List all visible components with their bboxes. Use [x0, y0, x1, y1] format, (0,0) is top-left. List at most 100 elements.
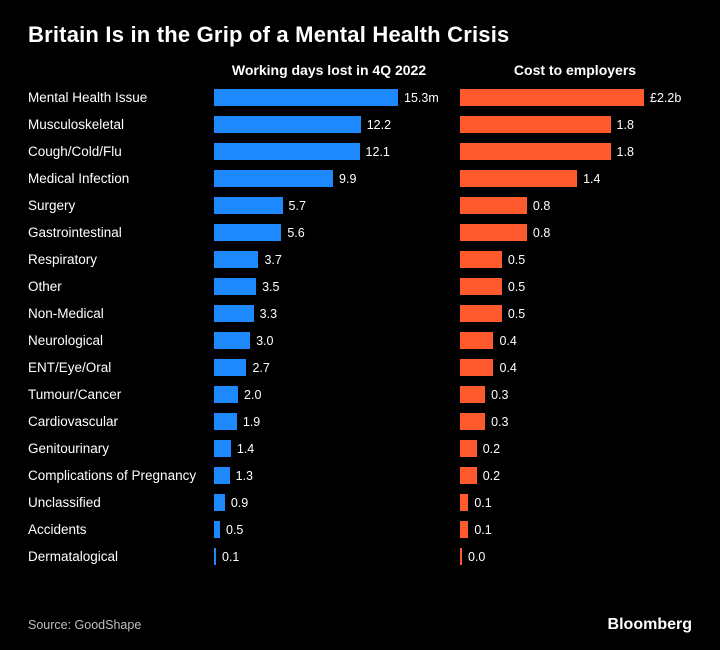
right-bar-cell: 0.8: [460, 219, 690, 246]
left-series-header: Working days lost in 4Q 2022: [214, 62, 444, 84]
left-bar-cell: 5.7: [214, 192, 444, 219]
right-bar: [460, 359, 493, 376]
right-series-header: Cost to employers: [460, 62, 690, 84]
category-label: Neurological: [28, 327, 198, 354]
right-bar: [460, 251, 502, 268]
left-bar-cell: 3.5: [214, 273, 444, 300]
right-bar: [460, 521, 468, 538]
left-bar-cell: 1.4: [214, 435, 444, 462]
category-label: Cough/Cold/Flu: [28, 138, 198, 165]
right-bar-value: 0.5: [508, 280, 525, 294]
right-bar-value: 1.8: [617, 145, 634, 159]
right-bar-cell: 0.5: [460, 246, 690, 273]
left-bar-cell: 12.2: [214, 111, 444, 138]
right-bar-cell: 0.1: [460, 489, 690, 516]
right-bar-cell: 0.1: [460, 516, 690, 543]
category-label: Surgery: [28, 192, 198, 219]
brand-label: Bloomberg: [608, 616, 692, 634]
right-bar-cell: 0.4: [460, 354, 690, 381]
category-header: [28, 62, 198, 84]
left-bar: [214, 548, 216, 565]
left-bar: [214, 170, 333, 187]
right-bar-cell: 1.4: [460, 165, 690, 192]
left-bar-value: 3.0: [256, 334, 273, 348]
right-bar-value: £2.2b: [650, 91, 681, 105]
category-label: Cardiovascular: [28, 408, 198, 435]
left-bar-cell: 15.3m: [214, 84, 444, 111]
left-bar-cell: 5.6: [214, 219, 444, 246]
right-bar-value: 0.5: [508, 253, 525, 267]
right-bar-value: 0.3: [491, 388, 508, 402]
left-bar-value: 5.7: [289, 199, 306, 213]
left-bar-cell: 12.1: [214, 138, 444, 165]
left-bar-cell: 0.5: [214, 516, 444, 543]
chart-grid: Working days lost in 4Q 2022 Cost to emp…: [28, 62, 692, 570]
right-bar: [460, 494, 468, 511]
left-bar: [214, 413, 237, 430]
right-bar-value: 1.8: [617, 118, 634, 132]
left-bar-value: 2.7: [252, 361, 269, 375]
right-bar-cell: 0.0: [460, 543, 690, 570]
category-label: Tumour/Cancer: [28, 381, 198, 408]
left-bar-value: 5.6: [287, 226, 304, 240]
left-bar: [214, 494, 225, 511]
right-bar-cell: 0.5: [460, 300, 690, 327]
right-bar-value: 0.5: [508, 307, 525, 321]
right-bar: [460, 467, 477, 484]
left-bar: [214, 440, 231, 457]
right-bar-value: 0.1: [474, 496, 491, 510]
left-bar-cell: 0.1: [214, 543, 444, 570]
left-bar-value: 2.0: [244, 388, 261, 402]
left-bar: [214, 251, 258, 268]
left-bar-cell: 2.7: [214, 354, 444, 381]
left-bar-value: 0.9: [231, 496, 248, 510]
right-bar: [460, 89, 644, 106]
right-bar: [460, 386, 485, 403]
right-bar: [460, 170, 577, 187]
right-bar: [460, 548, 462, 565]
right-bar: [460, 440, 477, 457]
right-bar-cell: 0.3: [460, 408, 690, 435]
left-bar-value: 12.2: [367, 118, 391, 132]
left-bar-cell: 1.9: [214, 408, 444, 435]
right-bar-value: 0.8: [533, 226, 550, 240]
category-label: Complications of Pregnancy: [28, 462, 198, 489]
left-bar: [214, 143, 360, 160]
left-bar-cell: 0.9: [214, 489, 444, 516]
left-bar: [214, 359, 246, 376]
right-bar-value: 0.1: [474, 523, 491, 537]
left-bar: [214, 332, 250, 349]
left-bar: [214, 467, 230, 484]
left-bar-cell: 9.9: [214, 165, 444, 192]
left-bar: [214, 521, 220, 538]
category-label: Musculoskeletal: [28, 111, 198, 138]
category-label: Unclassified: [28, 489, 198, 516]
right-bar: [460, 305, 502, 322]
right-bar-value: 0.4: [499, 361, 516, 375]
category-label: Gastrointestinal: [28, 219, 198, 246]
right-bar-value: 0.2: [483, 469, 500, 483]
left-bar: [214, 116, 361, 133]
left-bar: [214, 305, 254, 322]
source-line: Source: GoodShape: [28, 618, 141, 632]
left-bar-value: 1.9: [243, 415, 260, 429]
right-bar: [460, 332, 493, 349]
left-bar: [214, 278, 256, 295]
right-bar-value: 0.0: [468, 550, 485, 564]
chart-title: Britain Is in the Grip of a Mental Healt…: [28, 22, 692, 48]
chart-canvas: Britain Is in the Grip of a Mental Healt…: [0, 0, 720, 650]
right-bar-cell: 0.4: [460, 327, 690, 354]
left-bar-value: 15.3m: [404, 91, 439, 105]
left-bar-cell: 1.3: [214, 462, 444, 489]
category-label: Medical Infection: [28, 165, 198, 192]
right-bar-cell: 0.2: [460, 435, 690, 462]
left-bar-value: 12.1: [366, 145, 390, 159]
right-bar-cell: 1.8: [460, 111, 690, 138]
right-bar-cell: 0.5: [460, 273, 690, 300]
category-label: Respiratory: [28, 246, 198, 273]
category-label: ENT/Eye/Oral: [28, 354, 198, 381]
category-label: Non-Medical: [28, 300, 198, 327]
left-bar-value: 3.7: [264, 253, 281, 267]
right-bar-value: 1.4: [583, 172, 600, 186]
right-bar-value: 0.2: [483, 442, 500, 456]
